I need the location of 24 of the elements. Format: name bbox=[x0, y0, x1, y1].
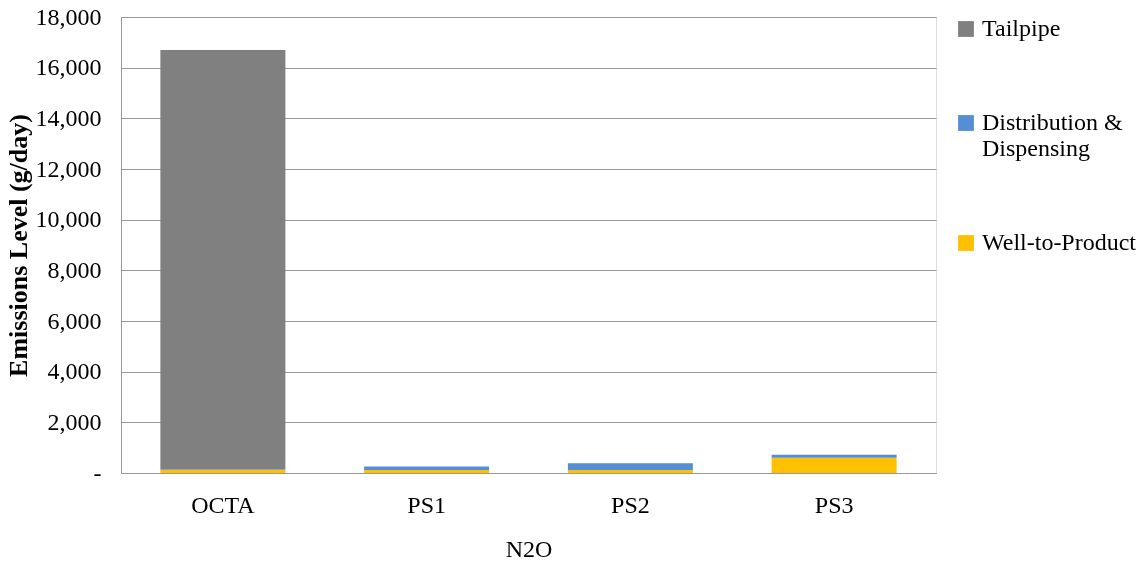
y-axis-title: Emissions Level (g/day) bbox=[3, 114, 33, 377]
y-tick-label: 14,000 bbox=[35, 104, 102, 131]
y-tick-label: 16,000 bbox=[35, 54, 102, 81]
bar bbox=[160, 49, 286, 470]
legend-label: Well-to-Product bbox=[982, 229, 1137, 255]
y-tick-label: 8,000 bbox=[47, 256, 102, 283]
y-tick-label: 4,000 bbox=[47, 358, 102, 385]
x-tick-label: PS3 bbox=[814, 491, 854, 518]
x-tick-label: PS1 bbox=[407, 491, 446, 518]
legend-label: Tailpipe bbox=[982, 15, 1061, 41]
y-tick-label: 2,000 bbox=[47, 408, 102, 435]
y-tick-label: 12,000 bbox=[35, 155, 102, 182]
y-tick-label: 10,000 bbox=[35, 206, 102, 233]
bar bbox=[567, 469, 693, 473]
bar bbox=[771, 454, 897, 458]
y-tick-label: - bbox=[93, 459, 102, 486]
y-tick-label: 18,000 bbox=[35, 3, 102, 30]
bar bbox=[771, 457, 897, 473]
y-tick-label: 6,000 bbox=[47, 307, 102, 334]
legend-label: Distribution & Dispensing bbox=[982, 109, 1123, 161]
x-axis-title: N2O bbox=[505, 535, 553, 562]
x-tick-label: PS2 bbox=[611, 491, 650, 518]
x-tick-label: OCTA bbox=[191, 491, 256, 518]
bar bbox=[567, 463, 693, 470]
